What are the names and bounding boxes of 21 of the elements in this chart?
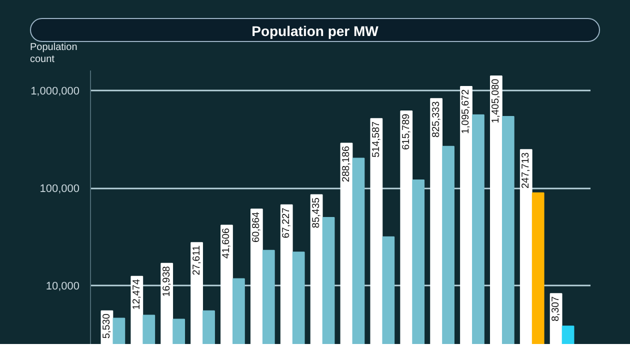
- y-axis-title: Population count: [30, 42, 100, 66]
- data-label: 12,474: [131, 278, 142, 310]
- data-label: 8,307: [550, 296, 562, 322]
- y-tick-label: 10,000: [46, 280, 80, 293]
- data-label: 247,713: [520, 152, 532, 189]
- data-label: 825,333: [430, 100, 442, 138]
- data-label: 514,587: [370, 120, 382, 158]
- data-label: 5,530: [101, 313, 112, 339]
- data-label: 67,227: [281, 207, 292, 238]
- data-label: 60,864: [251, 211, 262, 242]
- data-label: 1,405,080: [490, 78, 502, 124]
- chart-title: Population per MW: [252, 22, 378, 41]
- data-label: 85,435: [311, 197, 322, 228]
- data-label: 615,789: [400, 113, 412, 150]
- data-label: 1,095,672: [460, 88, 472, 134]
- data-label: 41,606: [221, 228, 232, 259]
- data-label: 16,938: [161, 266, 172, 297]
- data-label: 27,611: [191, 244, 202, 276]
- data-label: 288,186: [340, 146, 352, 182]
- y-tick-label: 100,000: [40, 183, 80, 196]
- y-tick-label: 1,000,000: [30, 85, 80, 98]
